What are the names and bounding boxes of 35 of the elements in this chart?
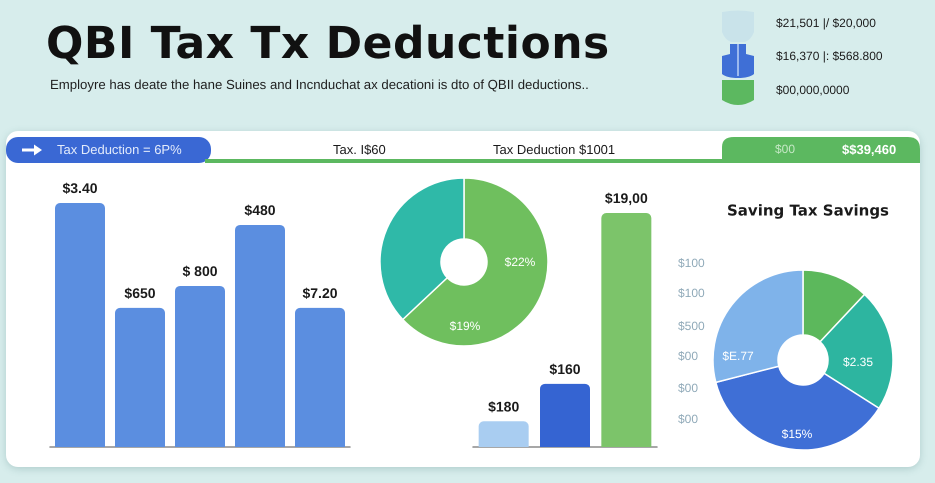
bar: [295, 308, 345, 447]
annotation: $650: [124, 284, 156, 301]
text: $500: [678, 319, 706, 333]
bar: [235, 224, 285, 447]
text: $E.77: [722, 349, 754, 363]
text: $2.35: [842, 355, 874, 369]
text: $21,501 |/ $20,000: [776, 16, 876, 30]
text: $100: [678, 256, 706, 270]
text: $$39,460: [842, 142, 896, 158]
chart-title: Saving Tax Savings: [727, 202, 890, 220]
annotation: $19%: [450, 319, 481, 333]
annotation: $22%: [504, 255, 536, 269]
text: $00: [678, 412, 698, 426]
text: $00,000,0000: [776, 83, 850, 98]
annotation: $180: [488, 398, 520, 414]
text: $100: [678, 286, 706, 300]
text: $19,00: [604, 190, 648, 206]
bar: [175, 286, 225, 447]
text: $00: [678, 349, 698, 363]
annotation: $480: [244, 202, 276, 218]
text: Employre has deate the hane Suines and Incnduchat ax decationi is dto of QBII deductions..: [50, 77, 589, 93]
text: QBI Tax Tx Deductions: [46, 18, 610, 71]
annotation: $7.20: [302, 284, 338, 301]
text: $00: [775, 142, 796, 156]
text: $15%: [782, 427, 813, 441]
text: $3.40: [62, 180, 98, 196]
annotation: $ 800: [182, 262, 218, 279]
text: $00: [678, 381, 698, 395]
text: Tax. I$60: [333, 142, 386, 158]
text: Tax Deduction = 6P%: [57, 142, 182, 158]
bar: [55, 203, 105, 447]
bar: [115, 308, 165, 447]
text: Tax Deduction $1001: [493, 142, 616, 158]
text: $16,370 |: $568.800: [776, 49, 883, 64]
annotation: $160: [549, 360, 581, 377]
